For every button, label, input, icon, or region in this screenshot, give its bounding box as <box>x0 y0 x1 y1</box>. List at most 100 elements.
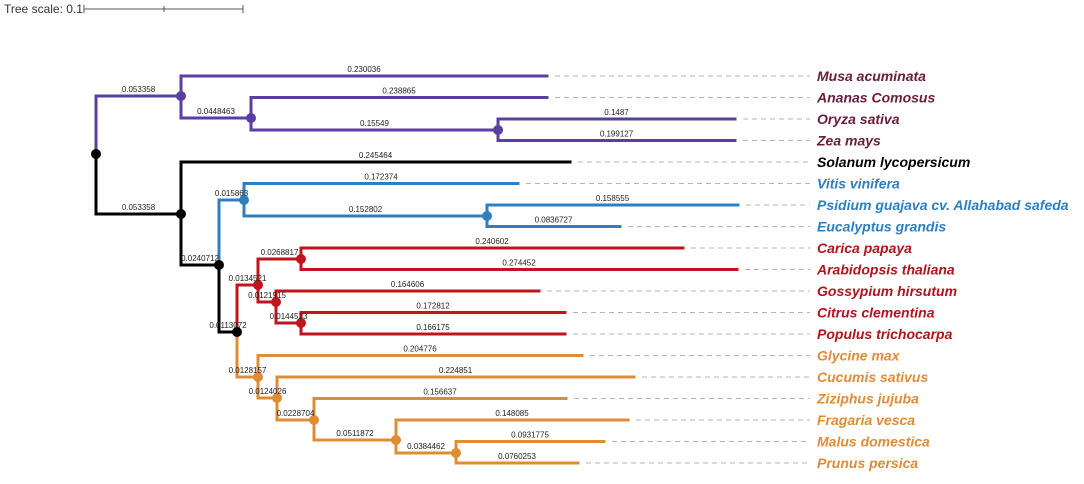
branch-malv-to-brass <box>256 257 303 287</box>
taxon-label: Populus trichocarpa <box>817 326 953 342</box>
branch-brass-to-leaf-8 <box>299 246 685 261</box>
branch-eudi-to-leaf-4 <box>179 160 572 216</box>
branch-myrt-to-psid <box>242 198 489 218</box>
branch-length-label: 0.0228704 <box>277 409 315 418</box>
branch-core-to-myrt <box>217 198 246 267</box>
branch-length-label: 0.0836727 <box>535 216 573 225</box>
taxon-label: Citrus clementina <box>817 305 935 321</box>
taxon-label: Eucalyptus grandis <box>817 219 946 235</box>
branch-length-label: 0.204776 <box>403 345 437 354</box>
node-brass <box>296 254 306 264</box>
node-cuc <box>272 393 282 403</box>
branch-length-label: 0.1487 <box>604 108 629 117</box>
branch-length-label: 0.166175 <box>416 323 450 332</box>
branch-length-label: 0.0931775 <box>511 431 549 440</box>
taxon-label: Solanum lycopersicum <box>817 154 970 170</box>
branch-malv-to-gmc <box>256 283 278 304</box>
branch-myrt-to-leaf-5 <box>242 182 520 202</box>
branch-fab-to-cuc <box>256 375 279 400</box>
branch-length-label: 0.0128157 <box>229 366 267 375</box>
node-malv <box>253 280 263 290</box>
node-eudi <box>176 209 186 219</box>
branch-mono-to-leaf-0 <box>179 74 549 98</box>
branch-length-label: 0.156637 <box>423 388 457 397</box>
branch-length-label: 0.0134521 <box>229 274 267 283</box>
node-ros2 <box>391 435 401 445</box>
branch-length-label: 0.224851 <box>439 366 473 375</box>
branch-cuc-to-ros <box>275 396 316 422</box>
branch-length-label: 0.015863 <box>215 189 249 198</box>
branch-length-label: 0.172812 <box>416 302 450 311</box>
branch-length-label: 0.230036 <box>347 65 381 74</box>
branch-gmc-to-cp <box>274 300 303 325</box>
branch-length-label: 0.245464 <box>359 151 393 160</box>
branch-length-label: 0.0113072 <box>209 321 247 330</box>
node-psid <box>482 211 492 221</box>
node-mp <box>451 448 461 458</box>
taxon-label: Ziziphus jujuba <box>816 391 919 407</box>
node-gmc <box>271 297 281 307</box>
node-mono <box>176 91 186 101</box>
taxon-label: Fragaria vesca <box>817 412 915 428</box>
node-anan <box>246 113 256 123</box>
node-mf <box>232 327 242 337</box>
taxon-label: Gossypium hirsutum <box>817 283 957 299</box>
branch-ros-to-ros2 <box>312 418 398 442</box>
branch-length-label: 0.274452 <box>502 259 536 268</box>
taxon-label: Malus domestica <box>817 434 930 450</box>
tree-scale-label: Tree scale: 0.1 <box>4 2 83 16</box>
branch-anan-to-leaf-1 <box>249 96 549 120</box>
branch-length-label: 0.0511872 <box>336 429 374 438</box>
branch-length-label: 0.0124026 <box>249 387 287 396</box>
node-grass <box>493 125 503 135</box>
branch-root-to-eudi <box>94 152 183 216</box>
branch-length-label: 0.0268817 <box>261 248 299 257</box>
node-cp <box>296 318 306 328</box>
branch-length-label: 0.0144523 <box>270 312 308 321</box>
branch-length-label: 0.158555 <box>596 194 630 203</box>
branch-length-label: 0.164606 <box>391 280 425 289</box>
taxon-label: Glycine max <box>817 348 901 364</box>
taxon-label: Arabidopsis thaliana <box>816 262 955 278</box>
branch-length-label: 0.0760253 <box>498 452 536 461</box>
taxon-label: Carica papaya <box>817 240 912 256</box>
branch-length-label: 0.15549 <box>360 119 389 128</box>
tree-branches <box>94 74 740 465</box>
branch-cuc-to-leaf-14 <box>275 375 636 400</box>
branch-gmc-to-leaf-10 <box>274 289 541 304</box>
taxon-label: Ananas Comosus <box>816 90 935 106</box>
branch-length-label: 0.152802 <box>349 205 383 214</box>
taxon-label: Musa acuminata <box>817 68 926 84</box>
branch-length-label: 0.053358 <box>122 85 156 94</box>
branch-cp-to-leaf-11 <box>299 311 567 325</box>
branch-root-to-mono <box>94 94 183 156</box>
node-core <box>214 260 224 270</box>
branch-grass-to-leaf-2 <box>496 117 737 132</box>
tree-scale: Tree scale: 0.1 <box>4 2 244 16</box>
node-myrt <box>239 195 249 205</box>
branch-eudi-to-core <box>179 212 221 267</box>
branch-mf-to-fab <box>235 330 260 379</box>
node-root <box>91 149 101 159</box>
branch-fab-to-leaf-13 <box>256 354 584 379</box>
taxon-label: Cucumis sativus <box>817 369 928 385</box>
branch-length-label: 0.0240712 <box>181 254 219 263</box>
branch-length-label: 0.0384462 <box>407 442 445 451</box>
branch-length-label: 0.0121915 <box>248 291 286 300</box>
branch-mono-to-anan <box>179 94 253 120</box>
branch-ros-to-leaf-15 <box>312 397 568 422</box>
taxon-label: Vitis vinifera <box>817 176 900 192</box>
branch-mf-to-malv <box>235 283 260 334</box>
branch-length-label: 0.148085 <box>495 409 529 418</box>
branch-length-label: 0.238865 <box>382 87 416 96</box>
branch-length-label: 0.199127 <box>600 130 634 139</box>
branch-length-label: 0.172374 <box>364 173 398 182</box>
branch-length-label: 0.240602 <box>475 237 509 246</box>
branch-length-labels: 0.053358 0.230036 0.0448463 0.238865 0.15549… <box>122 65 634 461</box>
branch-core-to-mf <box>217 263 239 334</box>
branch-length-label: 0.0448463 <box>197 107 235 116</box>
taxon-label: Psidium guajava cv. Allahabad safeda <box>817 197 1069 213</box>
node-ros <box>309 415 319 425</box>
leader-lines <box>526 75 810 464</box>
